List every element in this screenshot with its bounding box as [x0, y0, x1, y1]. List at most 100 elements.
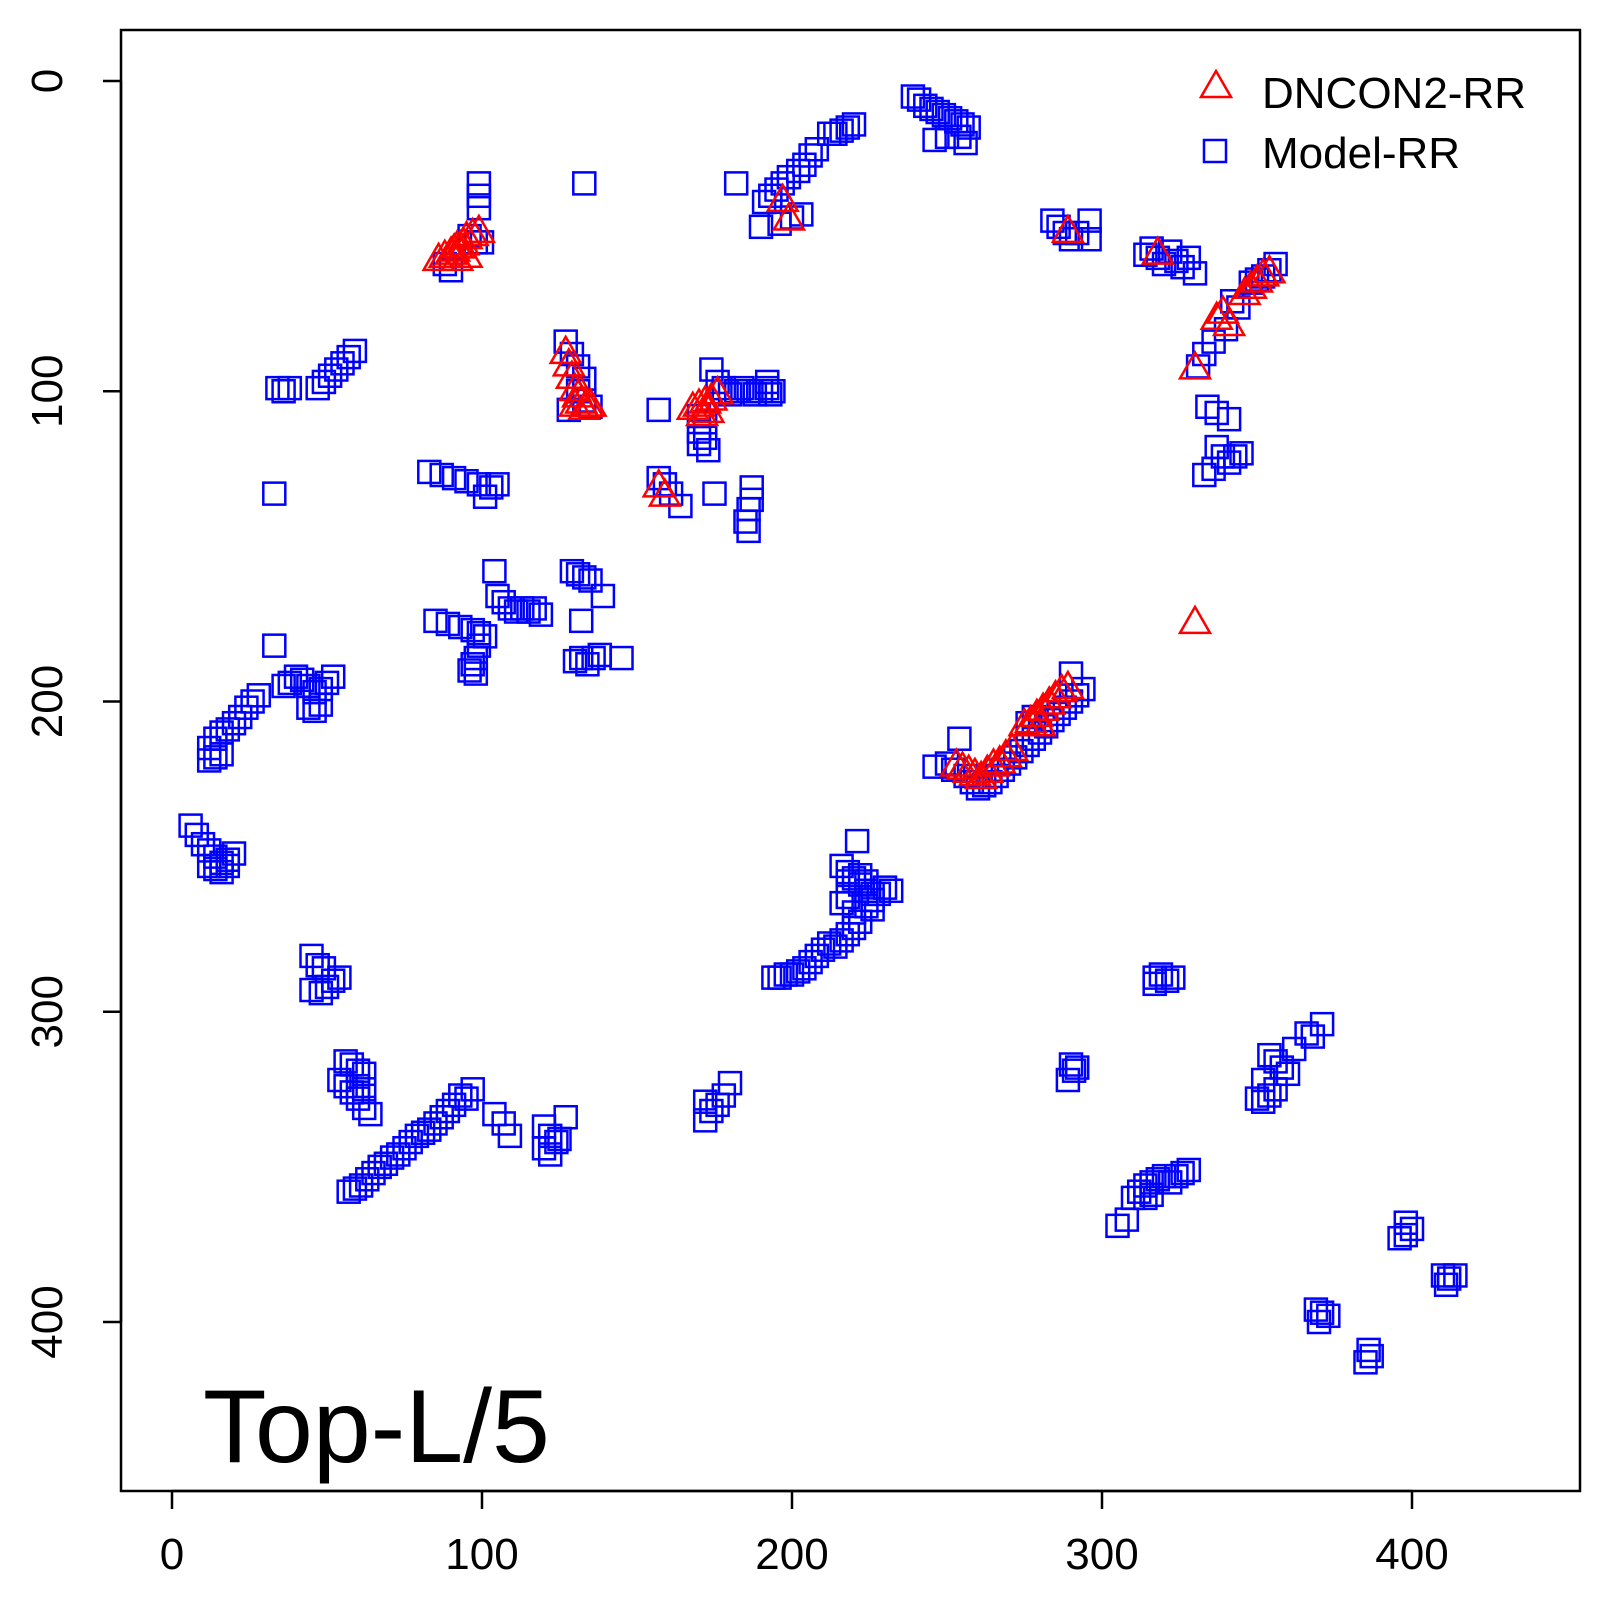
model-rr-point: [835, 869, 861, 894]
model-rr-point: [435, 611, 461, 637]
model-rr-point: [1359, 1343, 1384, 1369]
model-rr-point: [1145, 1167, 1171, 1192]
dncon2-rr-point: [688, 384, 723, 414]
model-rr-point: [913, 93, 938, 119]
legend-square-icon: [1202, 138, 1228, 164]
model-rr-point: [522, 596, 547, 621]
model-rr-point: [847, 862, 873, 888]
model-rr-point: [289, 667, 315, 693]
model-rr-point: [785, 959, 811, 984]
model-rr-point: [296, 695, 321, 720]
dncon2-rr-point: [1038, 678, 1073, 709]
dncon2-rr-point: [1177, 349, 1213, 380]
model-rr-point: [454, 1086, 479, 1111]
model-rr-point: [804, 137, 830, 162]
model-rr-point: [1433, 1272, 1459, 1298]
model-rr-point: [479, 475, 504, 500]
model-rr-point: [1356, 1337, 1381, 1363]
model-rr-point: [386, 1142, 411, 1167]
model-rr-point: [227, 704, 253, 730]
model-rr-point: [417, 1117, 442, 1142]
model-rr-point: [466, 472, 492, 497]
model-rr-point: [277, 670, 303, 696]
model-rr-point: [283, 664, 309, 689]
model-rr-point: [758, 382, 783, 407]
model-rr-point: [841, 112, 867, 137]
model-rr-point: [565, 562, 591, 587]
model-rr-point: [1263, 1077, 1288, 1102]
model-rr-point: [692, 1108, 718, 1133]
model-rr-point: [646, 397, 671, 423]
model-rr-point: [491, 589, 516, 615]
dncon2-rr-point: [1050, 213, 1086, 244]
dncon2-rr-point: [461, 213, 497, 244]
model-rr-point: [246, 683, 272, 708]
model-rr-point: [336, 1179, 361, 1204]
model-rr-point: [1077, 226, 1102, 252]
model-rr-point: [947, 124, 972, 150]
model-rr-point: [854, 894, 879, 919]
model-rr-point: [900, 84, 926, 109]
model-rr-point: [454, 468, 479, 494]
model-rr-point: [392, 1136, 417, 1161]
model-rr-point: [531, 1136, 557, 1161]
model-rr-point: [351, 1077, 377, 1102]
model-rr-point: [764, 177, 789, 202]
model-rr-point: [696, 437, 721, 463]
model-rr-point: [1229, 441, 1254, 466]
x-tick-label-400: 400: [1375, 1530, 1448, 1579]
model-rr-point: [410, 1120, 436, 1145]
model-rr-point: [417, 459, 442, 485]
model-rr-point: [441, 1092, 467, 1118]
model-rr-point: [776, 164, 802, 190]
model-rr-point: [485, 583, 510, 609]
model-rr-point: [568, 608, 594, 634]
model-rr-point: [866, 881, 892, 907]
model-rr-point: [463, 645, 489, 671]
model-rr-point: [423, 1111, 448, 1136]
model-rr-point: [429, 1104, 454, 1130]
dncon2-rr-point: [1252, 253, 1287, 284]
model-rr-point: [1046, 214, 1071, 240]
model-rr-point: [568, 645, 594, 671]
model-rr-point: [314, 974, 340, 1000]
dncon2-rr-point: [548, 334, 583, 365]
model-rr-point: [308, 692, 334, 717]
model-rr-point: [699, 357, 724, 382]
model-rr-point: [723, 171, 749, 196]
model-rr-point: [423, 608, 448, 634]
model-rr-point: [373, 1151, 399, 1177]
dncon2-rr-point: [1022, 706, 1058, 737]
model-rr-point: [1009, 738, 1034, 764]
model-rr-point: [1393, 1222, 1419, 1248]
dncon2-rr-point: [551, 346, 586, 377]
model-rr-point: [510, 596, 535, 621]
model-rr-point: [1061, 1058, 1087, 1083]
model-rr-point: [1040, 208, 1065, 233]
model-rr-point: [919, 96, 944, 122]
model-rr-point: [196, 838, 222, 863]
model-rr-point: [448, 1083, 473, 1108]
dncon2-rr-point: [1177, 604, 1213, 635]
model-rr-point: [215, 717, 241, 742]
model-rr-point: [590, 583, 616, 609]
model-rr-point: [466, 183, 492, 209]
model-rr-point: [1244, 1086, 1270, 1111]
model-rr-point: [575, 652, 600, 677]
model-rr-point: [345, 1086, 371, 1111]
model-rr-point: [810, 937, 836, 962]
model-rr-point: [1055, 1067, 1081, 1093]
model-rr-point: [1114, 1207, 1140, 1232]
model-rr-point: [324, 357, 349, 382]
model-rr-point: [751, 189, 777, 215]
dncon2-rr-point: [449, 238, 484, 268]
model-rr-point: [271, 379, 296, 404]
model-rr-point: [1058, 1052, 1084, 1077]
legend-item-dncon2-rr: DNCON2-RR: [1198, 68, 1526, 118]
model-rr-point: [1306, 1309, 1332, 1335]
model-rr-point: [1139, 236, 1164, 261]
model-rr-point: [339, 1080, 365, 1105]
model-rr-point: [792, 956, 817, 981]
model-rr-point: [1393, 1210, 1419, 1235]
dncon2-rr-point: [455, 216, 490, 247]
